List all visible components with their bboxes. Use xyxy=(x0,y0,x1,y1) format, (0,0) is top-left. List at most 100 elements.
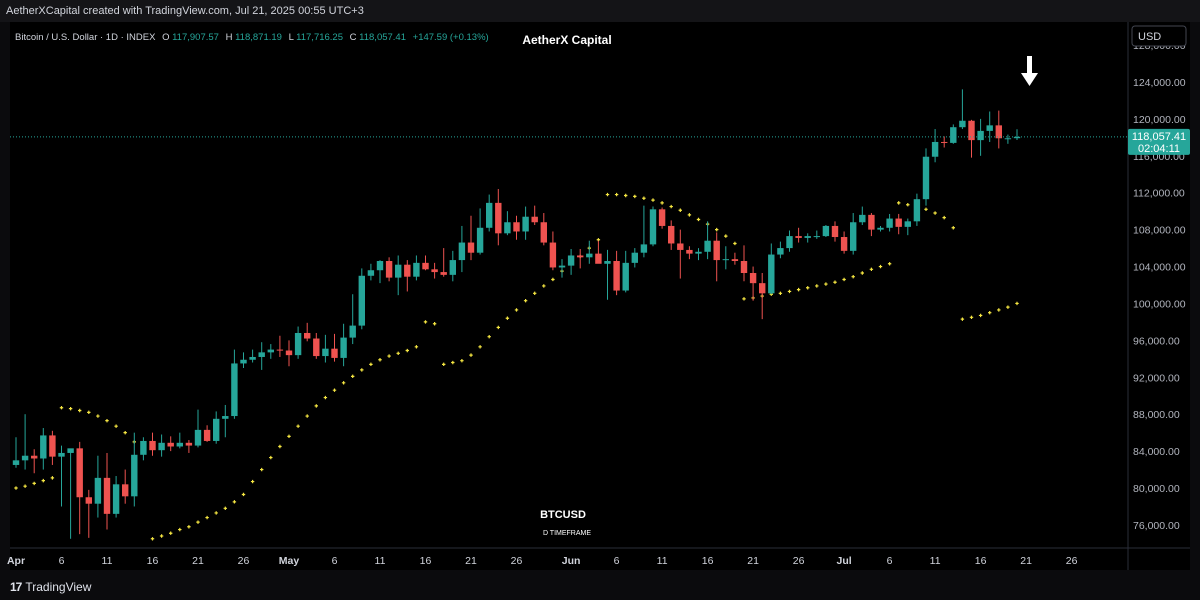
sar-dot xyxy=(14,486,18,490)
candle xyxy=(913,193,921,226)
sar-dot xyxy=(778,291,783,296)
sar-dot xyxy=(787,289,792,294)
sar-dot xyxy=(105,418,109,423)
price-tick-label: 84,000.00 xyxy=(1133,446,1180,458)
sar-dot xyxy=(988,310,992,315)
candle-body xyxy=(504,222,511,234)
candle xyxy=(677,229,684,279)
sar-dot xyxy=(59,406,64,410)
candle xyxy=(895,213,902,235)
sar-dot xyxy=(396,351,400,355)
candle-body xyxy=(131,454,138,497)
legend-low-value: 117,716.25 xyxy=(296,32,343,43)
candle xyxy=(759,273,766,320)
candle xyxy=(613,250,620,296)
candle-body xyxy=(850,222,857,251)
candle-body xyxy=(658,209,666,226)
time-tick-label: 26 xyxy=(238,555,250,567)
currency-button-bg[interactable] xyxy=(1131,25,1187,47)
sar-dot xyxy=(332,388,337,392)
sar-dot xyxy=(687,213,692,217)
candle xyxy=(640,205,648,258)
candle xyxy=(349,294,356,345)
sar-dot xyxy=(605,192,610,197)
candle-body xyxy=(313,338,320,357)
candle-body xyxy=(813,236,820,238)
candle-body xyxy=(422,262,429,270)
candle-body xyxy=(21,455,29,461)
sar-dot xyxy=(68,406,73,411)
candle xyxy=(749,266,757,301)
candle xyxy=(549,231,557,271)
candle xyxy=(167,436,174,452)
sar-dot xyxy=(314,404,318,408)
candle-body xyxy=(959,120,966,128)
sar-dot xyxy=(715,227,719,232)
sar-dot xyxy=(296,424,300,428)
candle xyxy=(931,129,939,163)
candle xyxy=(513,215,520,240)
candle-body xyxy=(103,477,111,514)
time-tick-label: 16 xyxy=(702,555,714,567)
candle-body xyxy=(31,455,38,459)
sar-dot xyxy=(669,204,673,209)
chart-frame[interactable] xyxy=(10,22,1190,570)
sar-dot xyxy=(414,345,419,349)
candle xyxy=(131,432,138,507)
candle xyxy=(822,225,830,238)
candle xyxy=(40,428,47,470)
candle-body xyxy=(768,254,775,294)
candle-body xyxy=(622,262,629,291)
candle xyxy=(404,260,411,292)
sar-dot xyxy=(551,277,555,282)
candle xyxy=(367,263,375,281)
sar-dot xyxy=(78,408,82,413)
sar-dot xyxy=(833,280,837,284)
currency-button[interactable]: USD xyxy=(1131,25,1187,47)
candle xyxy=(94,455,102,518)
candle-body xyxy=(213,418,220,441)
candle-body xyxy=(704,240,711,252)
candle-body xyxy=(167,442,174,447)
candle xyxy=(695,248,702,261)
candle xyxy=(267,344,274,359)
candle xyxy=(467,215,475,261)
price-tick-label: 76,000.00 xyxy=(1133,520,1180,532)
candle xyxy=(731,252,739,265)
candle-body xyxy=(740,261,748,274)
candle xyxy=(1013,129,1021,140)
price-axis-panel[interactable] xyxy=(1128,22,1190,548)
sar-dot xyxy=(32,481,36,486)
currency-label[interactable]: USD xyxy=(1138,31,1161,43)
sar-dot xyxy=(796,287,801,292)
sar-dot xyxy=(205,515,209,520)
sar-dot xyxy=(96,414,100,418)
sar-dot xyxy=(978,313,983,318)
candle-body xyxy=(240,359,247,364)
candle xyxy=(158,434,165,457)
candle xyxy=(567,249,575,275)
candle xyxy=(968,119,975,158)
candle-body xyxy=(395,264,402,278)
candle-body xyxy=(458,242,466,261)
candle-body xyxy=(968,120,975,141)
candle-body xyxy=(931,141,939,157)
candlestick-series xyxy=(12,89,1021,539)
candle xyxy=(58,445,65,507)
sar-dot xyxy=(305,414,309,418)
legend-high-label: H xyxy=(226,32,233,43)
time-tick-label: 6 xyxy=(614,555,620,567)
candle-body xyxy=(713,240,720,261)
candle xyxy=(941,136,948,148)
sar-dot xyxy=(260,467,264,472)
tradingview-logo[interactable]: 17 TradingView xyxy=(10,580,91,594)
candle xyxy=(112,476,120,518)
candle-body xyxy=(822,225,830,237)
last-price-tag: 118,057.41 02:04:11 xyxy=(1128,128,1190,155)
candle-body xyxy=(358,275,365,326)
sar-dot xyxy=(733,241,737,246)
sar-dot xyxy=(232,500,237,504)
candle xyxy=(440,248,447,277)
time-tick-label: 6 xyxy=(887,555,893,567)
